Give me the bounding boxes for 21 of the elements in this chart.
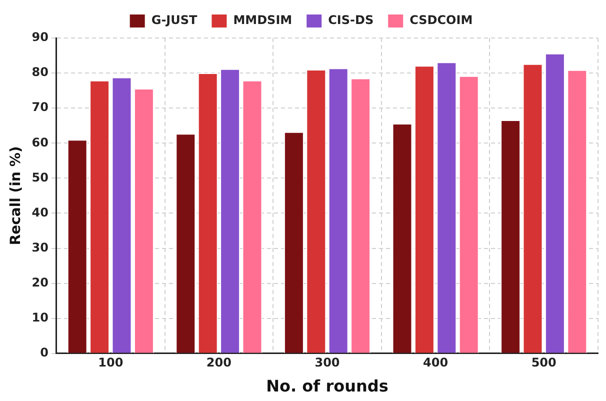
x-tick-label: 200 bbox=[206, 356, 232, 370]
y-tick-label: 70 bbox=[32, 100, 48, 114]
x-tick-label: 300 bbox=[314, 356, 340, 370]
y-tick-label: 60 bbox=[32, 135, 48, 150]
y-tick-label: 30 bbox=[32, 240, 48, 254]
legend-label: CSDCOIM bbox=[410, 13, 473, 28]
y-tick-label: 40 bbox=[32, 205, 48, 220]
y-tick-label: 80 bbox=[32, 65, 48, 80]
legend-label: MMDSIM bbox=[233, 13, 292, 28]
legend-label: CIS-DS bbox=[328, 13, 374, 28]
x-tick-label: 100 bbox=[98, 356, 124, 370]
y-tick-label: 0 bbox=[40, 346, 48, 360]
legend-label: G-JUST bbox=[151, 13, 198, 28]
x-tick-label: 500 bbox=[531, 356, 556, 370]
y-tick-label: 20 bbox=[32, 275, 48, 290]
y-tick-label: 50 bbox=[32, 170, 48, 184]
x-tick-label: 400 bbox=[423, 356, 448, 370]
y-axis-title: Recall (in %) bbox=[8, 146, 24, 246]
y-tick-label: 90 bbox=[32, 30, 48, 44]
y-tick-label: 10 bbox=[32, 310, 48, 324]
x-axis-title: No. of rounds bbox=[266, 376, 388, 396]
